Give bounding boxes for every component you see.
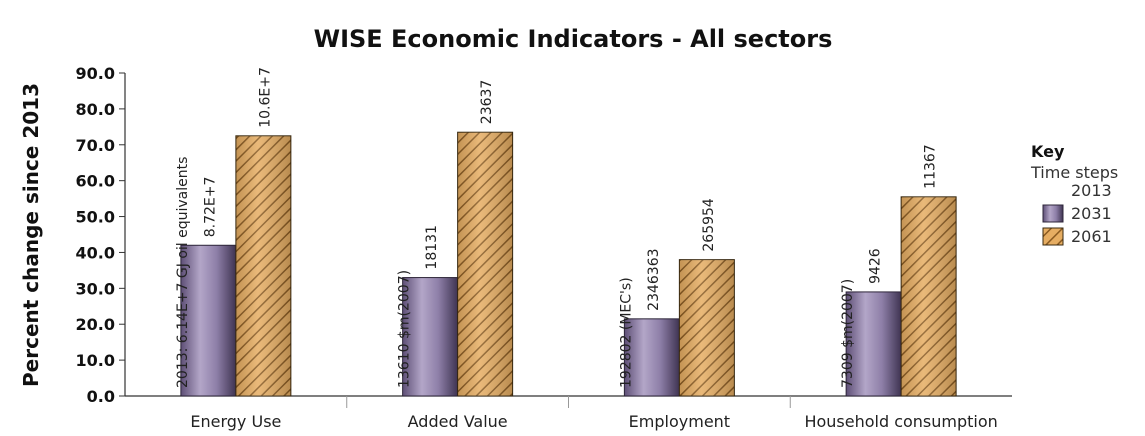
y-tick-label: 0.0 xyxy=(87,387,115,406)
y-tick-label: 10.0 xyxy=(76,351,115,370)
bar-2031 xyxy=(180,244,237,397)
x-tick-label: Employment xyxy=(629,412,730,431)
bar-2061-shade xyxy=(457,132,513,396)
legend-title: Key xyxy=(1031,142,1065,161)
y-tick-label: 30.0 xyxy=(76,279,115,298)
bar-value-label: 23637 xyxy=(479,80,495,125)
bar-labels: 2013: 6.14E+7 GJ oil equivalents 8.72E+7 1… xyxy=(175,67,939,388)
bar-value-label: 7309 $m(2007) xyxy=(840,279,856,388)
legend-label: 2013 xyxy=(1071,181,1112,200)
bar-2031 xyxy=(623,318,680,397)
bar-value-label: 13610 $m(2007) xyxy=(397,270,413,388)
y-tick-label: 50.0 xyxy=(76,208,115,227)
chart-title: WISE Economic Indicators - All sectors xyxy=(314,25,833,53)
y-tick-label: 20.0 xyxy=(76,315,115,334)
bars xyxy=(180,131,957,397)
axes: 0.0 10.0 20.0 30.0 40.0 50.0 60.0 70.0 80.0 90.0 E… xyxy=(76,64,1012,431)
bar-value-label: 265954 xyxy=(701,198,717,252)
bar-value-label: 2346363 xyxy=(646,248,662,310)
y-axis-label: Percent change since 2013 xyxy=(19,83,43,387)
legend: Key Time steps 2013 2031 2061 xyxy=(1030,142,1118,246)
legend-label: 2031 xyxy=(1071,204,1112,223)
bar-value-label: 9426 xyxy=(868,248,884,284)
y-tick-label: 60.0 xyxy=(76,172,115,191)
y-tick-label: 40.0 xyxy=(76,243,115,262)
x-tick-label: Energy Use xyxy=(190,412,281,431)
x-tick-label: Added Value xyxy=(408,412,508,431)
bar-value-label: 8.72E+7 xyxy=(202,177,218,238)
bar-2061-shade xyxy=(679,259,735,396)
y-tick-label: 70.0 xyxy=(76,136,115,155)
bar-2031 xyxy=(402,277,459,397)
legend-swatch-2061 xyxy=(1042,227,1064,246)
bar-value-label: 18131 xyxy=(424,225,440,270)
bar-value-label: 2013: 6.14E+7 GJ oil equivalents xyxy=(175,157,191,388)
legend-label: 2061 xyxy=(1071,227,1112,246)
y-tick-label: 90.0 xyxy=(76,64,115,83)
bar-value-label: 11367 xyxy=(923,144,939,189)
x-tick-label: Household consumption xyxy=(804,412,997,431)
bar-value-label: 10.6E+7 xyxy=(257,67,273,128)
bar-value-label: 192802 (MEC's) xyxy=(618,277,634,388)
y-tick-label: 80.0 xyxy=(76,100,115,119)
legend-swatch-2031 xyxy=(1042,204,1064,223)
bar-2061-shade xyxy=(235,135,291,397)
legend-subtitle: Time steps xyxy=(1030,163,1118,182)
bar-2061-shade xyxy=(901,196,957,396)
